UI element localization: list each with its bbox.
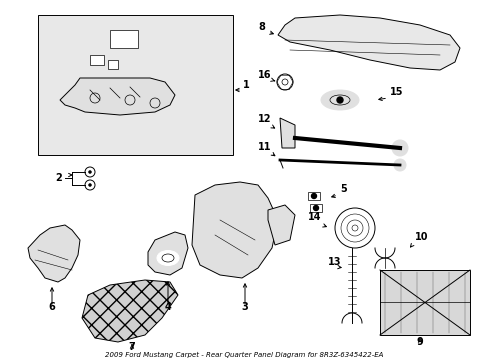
Bar — [309, 204, 321, 212]
Text: 13: 13 — [327, 257, 341, 267]
Text: 2009 Ford Mustang Carpet - Rear Quarter Panel Diagram for 8R3Z-6345422-EA: 2009 Ford Mustang Carpet - Rear Quarter … — [105, 352, 383, 358]
Polygon shape — [148, 232, 187, 275]
Circle shape — [313, 206, 318, 211]
Text: 11: 11 — [258, 142, 271, 152]
Bar — [90, 55, 104, 65]
Circle shape — [336, 97, 342, 103]
Polygon shape — [82, 280, 178, 342]
Ellipse shape — [157, 251, 179, 266]
Polygon shape — [280, 118, 294, 148]
Circle shape — [311, 194, 316, 198]
Text: 2: 2 — [55, 173, 62, 183]
Text: 4: 4 — [164, 302, 171, 312]
Text: 14: 14 — [307, 212, 321, 222]
Text: 16: 16 — [258, 70, 271, 80]
Circle shape — [88, 184, 91, 186]
Bar — [379, 270, 469, 335]
Circle shape — [391, 140, 407, 156]
Text: 7: 7 — [128, 342, 135, 352]
Text: 15: 15 — [389, 87, 403, 97]
Polygon shape — [267, 205, 294, 245]
Text: 12: 12 — [258, 114, 271, 124]
Text: 5: 5 — [339, 184, 346, 194]
Bar — [108, 60, 118, 69]
Text: 1: 1 — [243, 80, 249, 90]
Bar — [307, 192, 319, 200]
Circle shape — [88, 171, 91, 174]
Polygon shape — [278, 15, 459, 70]
Bar — [110, 30, 138, 48]
Polygon shape — [28, 225, 80, 282]
Bar — [38, 15, 232, 155]
Ellipse shape — [320, 90, 358, 110]
Circle shape — [393, 159, 405, 171]
Polygon shape — [60, 78, 175, 115]
Text: 9: 9 — [416, 337, 423, 347]
Text: 8: 8 — [258, 22, 264, 32]
Text: 3: 3 — [241, 302, 248, 312]
Text: 10: 10 — [414, 232, 427, 242]
Polygon shape — [192, 182, 278, 278]
Text: 6: 6 — [48, 302, 55, 312]
